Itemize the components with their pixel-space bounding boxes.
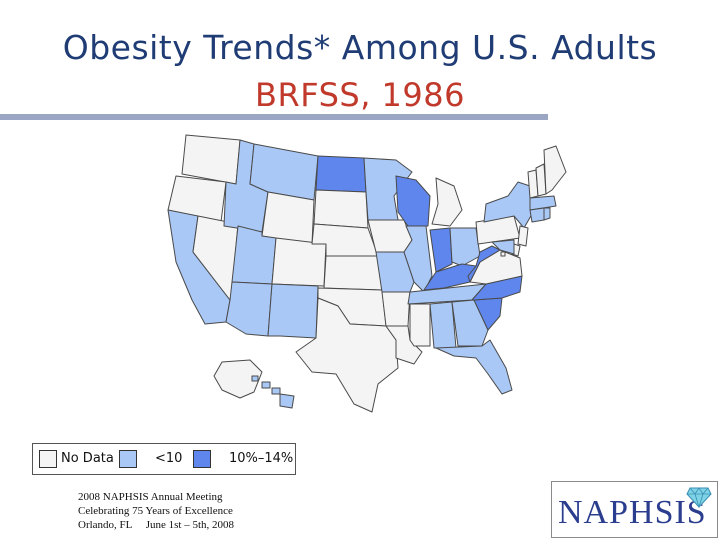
state-CT: [529, 207, 545, 223]
state-MD: [491, 239, 515, 255]
state-AL: [429, 301, 457, 349]
state-WI: [395, 175, 431, 227]
state-LA: [385, 325, 423, 365]
state-ME: [543, 145, 567, 195]
state-AR: [381, 291, 411, 327]
state-MS: [409, 303, 431, 347]
state-AZ: [225, 281, 273, 337]
logo-text: NAPHSIS: [558, 494, 707, 531]
title-line-1: Obesity Trends* Among U.S. Adults: [62, 28, 658, 67]
state-IA: [367, 219, 413, 253]
meeting-footer: 2008 NAPHSIS Annual Meeting Celebrating …: [78, 490, 378, 532]
footer-line-3: Orlando, FL June 1st – 5th, 2008: [78, 519, 235, 531]
diamond-icon: [686, 487, 712, 508]
state-KS: [323, 255, 383, 291]
naphsis-logo: NAPHSIS: [551, 481, 718, 538]
legend-swatch-no-data: [39, 450, 57, 468]
state-NM: [267, 283, 319, 339]
legend-swatch-10-14: [193, 450, 211, 468]
state-WV: [467, 245, 501, 283]
state-IL: [403, 225, 433, 293]
footer-line-1: 2008 NAPHSIS Annual Meeting: [78, 491, 223, 503]
state-MO: [375, 251, 415, 293]
state-WA: [181, 134, 241, 185]
state-MI: [431, 177, 463, 227]
state-FL: [435, 339, 513, 395]
legend-label-10-14: 10%–14%: [229, 451, 294, 466]
legend-label-lt10: <10: [155, 451, 183, 466]
legend-swatch-lt10: [119, 450, 137, 468]
state-OH: [449, 227, 481, 267]
title-divider: [0, 114, 548, 120]
state-AK: [213, 359, 263, 399]
state-RI: [543, 207, 551, 221]
state-TX: [295, 297, 399, 413]
state-NJ: [517, 225, 529, 247]
legend-label-no-data: No Data: [61, 451, 114, 466]
state-DC: [500, 251, 506, 257]
state-MN: [363, 157, 413, 221]
state-WY: [261, 191, 315, 245]
state-HI: [251, 375, 295, 409]
footer-line-2: Celebrating 75 Years of Excellence: [78, 505, 233, 517]
state-ND: [315, 155, 367, 193]
state-SD: [313, 189, 369, 229]
legend: No Data <10 10%–14%: [32, 443, 296, 475]
state-IN: [429, 227, 453, 273]
state-CO: [271, 237, 327, 287]
state-MA: [529, 195, 557, 211]
title-line-2: BRFSS, 1986: [255, 76, 465, 114]
